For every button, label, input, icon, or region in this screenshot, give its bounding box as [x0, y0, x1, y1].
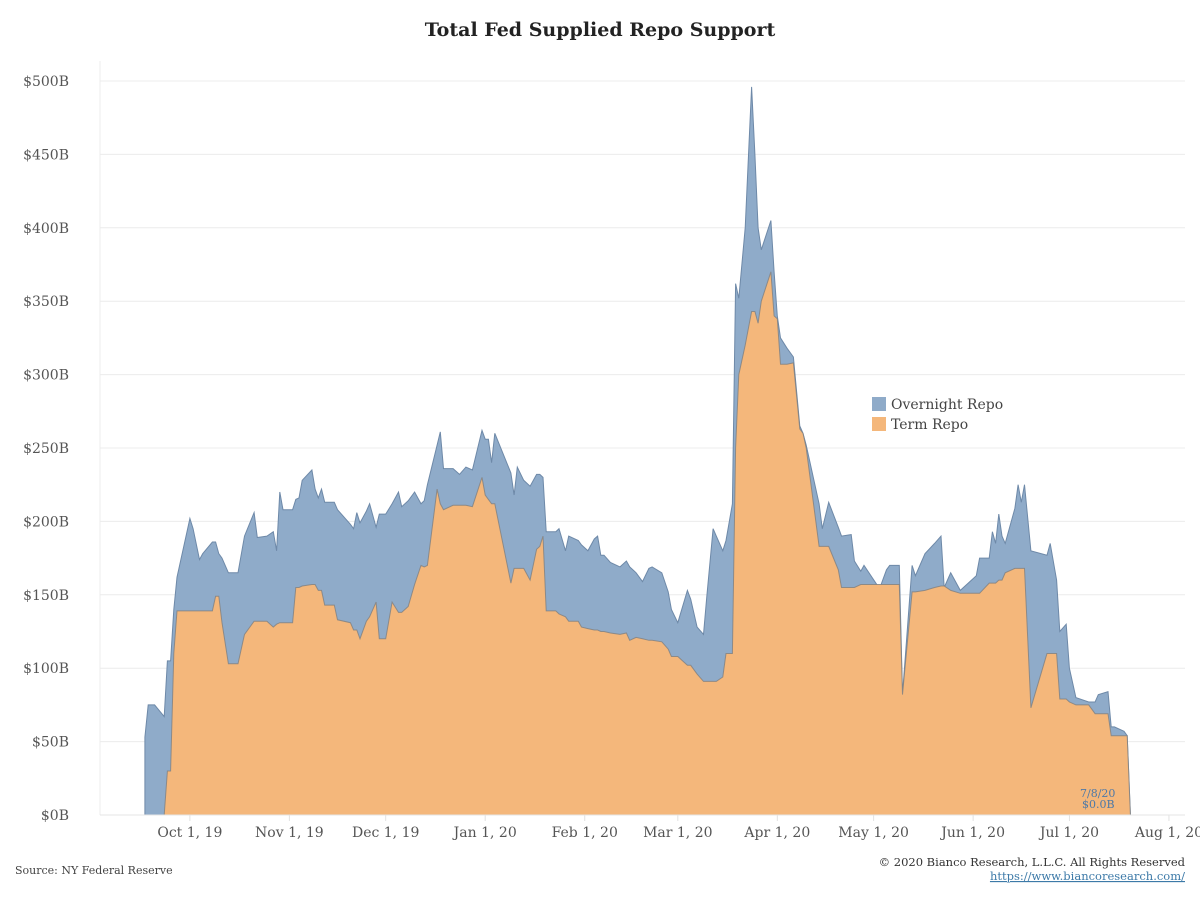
x-tick-label: Feb 1, 20: [552, 825, 618, 841]
y-tick-label: $250B: [23, 441, 69, 457]
y-tick-label: $300B: [23, 368, 69, 384]
legend-label-term-repo: Term Repo: [891, 417, 968, 433]
end-annotation: 7/8/20 $0.0B: [1080, 787, 1115, 811]
line-term-repo: [144, 271, 1169, 816]
area-term-repo: [144, 271, 1169, 815]
y-tick-label: $50B: [32, 735, 69, 751]
source-note: Source: NY Federal Reserve: [15, 864, 173, 877]
legend-swatch-overnight-repo: [872, 397, 886, 411]
y-axis: $0B $50B $100B $150B $200B $250B $300B $350B $40…: [23, 74, 69, 824]
y-tick-label: $400B: [23, 221, 69, 237]
x-tick-label: Dec 1, 19: [352, 825, 419, 841]
y-tick-label: $0B: [41, 808, 69, 824]
y-tick-label: $500B: [23, 74, 69, 90]
plot-area: [100, 86, 1185, 816]
x-tick-label: Jun 1, 20: [939, 825, 1005, 841]
x-tick-label: Nov 1, 19: [255, 825, 324, 841]
legend: Overnight Repo Term Repo: [872, 397, 1003, 433]
x-axis: Oct 1, 19 Nov 1, 19 Dec 1, 19 Jan 1, 20 Feb …: [157, 815, 1200, 841]
legend-label-overnight-repo: Overnight Repo: [891, 397, 1003, 413]
y-tick-label: $100B: [23, 661, 69, 677]
x-tick-label: Aug 1, 20: [1134, 825, 1200, 841]
x-tick-label: Jan 1, 20: [452, 825, 517, 841]
y-tick-label: $450B: [23, 147, 69, 163]
y-tick-label: $150B: [23, 588, 69, 604]
x-tick-label: Jul 1, 20: [1038, 825, 1099, 841]
x-tick-label: Oct 1, 19: [157, 825, 222, 841]
copyright-note: © 2020 Bianco Research, L.L.C. All Right…: [879, 855, 1186, 869]
annotation-date: 7/8/20: [1080, 787, 1115, 800]
y-tick-label: $350B: [23, 294, 69, 310]
y-tick-label: $200B: [23, 514, 69, 530]
x-tick-label: Apr 1, 20: [743, 825, 810, 841]
x-tick-label: May 1, 20: [838, 825, 909, 841]
legend-swatch-term-repo: [872, 417, 886, 431]
x-tick-label: Mar 1, 20: [643, 825, 712, 841]
annotation-value: $0.0B: [1082, 798, 1115, 811]
website-link[interactable]: https://www.biancoresearch.com/: [990, 869, 1185, 883]
chart-title: Total Fed Supplied Repo Support: [425, 19, 776, 41]
